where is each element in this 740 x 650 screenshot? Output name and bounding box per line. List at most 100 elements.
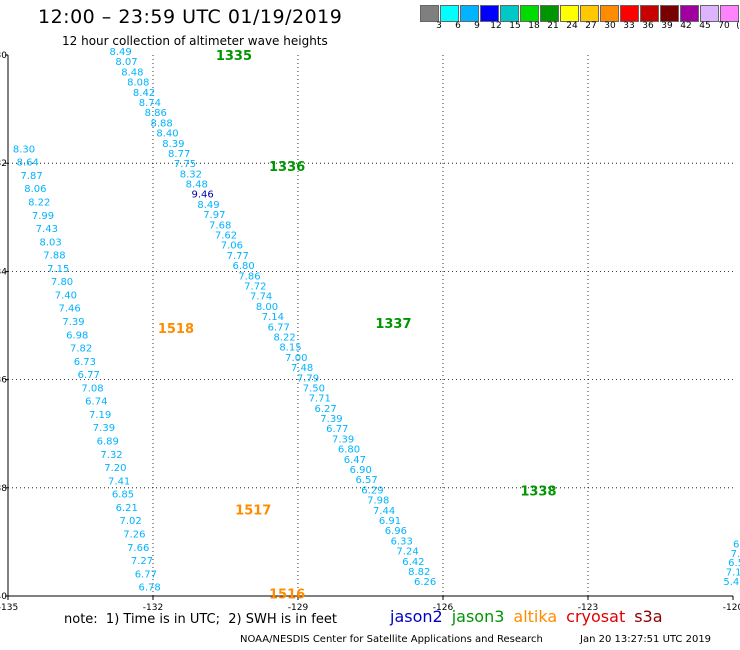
wave-height-value: 7.77 [227, 251, 249, 262]
wave-height-value: 6.89 [97, 437, 119, 448]
pass-time-label: 1516 [269, 587, 305, 602]
wave-height-value: 8.07 [115, 57, 137, 68]
generated-timestamp: Jan 20 13:27:51 UTC 2019 [580, 634, 712, 645]
color-scale-bar [420, 5, 740, 22]
color-scale-label: 6 [455, 21, 461, 31]
wave-height-value: 7.82 [70, 344, 92, 355]
color-scale-label: 39 [661, 21, 673, 31]
wave-height-value: 7.99 [32, 211, 54, 222]
map-subtitle: 12 hour collection of altimeter wave hei… [62, 34, 328, 48]
wave-height-value: 8.88 [150, 118, 172, 129]
color-swatch [520, 5, 539, 22]
wave-height-value: 6.91 [379, 516, 401, 527]
wave-height-value: 6.98 [66, 330, 88, 341]
wave-height-value: 7.24 [396, 547, 418, 558]
wave-height-value: 7.98 [367, 496, 389, 507]
wave-height-value: 7.88 [43, 251, 65, 262]
wave-height-value: 8.48 [121, 67, 143, 78]
wave-height-value: 6.85 [112, 490, 134, 501]
wave-height-value: 6 [733, 539, 739, 550]
color-swatch [480, 5, 499, 22]
legend-item-jason3: jason3 [451, 607, 505, 626]
wave-height-value: 6.47 [344, 455, 366, 466]
wave-height-value: 7.02 [119, 516, 141, 527]
units-note: note: 1) Time is in UTC; 2) SWH is in fe… [64, 612, 337, 627]
color-swatch [440, 5, 459, 22]
wave-height-value: 7.71 [309, 394, 331, 405]
pass-time-label: 1338 [520, 485, 556, 500]
color-swatch [720, 5, 739, 22]
wave-height-value: 7.19 [89, 410, 111, 421]
color-scale-label: 9 [474, 21, 480, 31]
legend-item-cryosat: cryosat [566, 607, 626, 626]
color-swatch [620, 5, 639, 22]
wave-height-value: 7.97 [203, 210, 225, 221]
satellite-legend: jason2 jason3 altika cryosat s3a [390, 607, 672, 626]
wave-height-value: 7.39 [320, 414, 342, 425]
map-title: 12:00 – 23:59 UTC 01/19/2019 [38, 6, 343, 28]
wave-height-value: 8.74 [139, 98, 161, 109]
color-scale-label: 27 [585, 21, 597, 31]
wave-height-value: 6.80 [338, 445, 360, 456]
wave-height-value: 6.73 [74, 357, 96, 368]
pass-time-label: 1518 [158, 322, 194, 337]
color-swatch [540, 5, 559, 22]
wave-height-value: 6.77 [78, 370, 100, 381]
pass-time-label: 1335 [216, 49, 252, 64]
longitude-tick-label: -120 [723, 603, 740, 613]
wave-height-value: 8.49 [197, 200, 219, 211]
wave-height-value: 7.27 [131, 556, 153, 567]
color-scale-label: 42 [680, 21, 692, 31]
color-scale-label: 24 [566, 21, 578, 31]
credit-text: NOAA/NESDIS Center for Satellite Applica… [240, 634, 543, 645]
wave-height-value: 7.75 [174, 159, 196, 170]
wave-height-value: 8.39 [162, 139, 184, 150]
wave-height-value: 7.08 [81, 383, 103, 394]
legend-item-altika: altika [513, 607, 558, 626]
wave-height-value: 7.39 [93, 423, 115, 434]
wave-height-value: 8.06 [24, 184, 46, 195]
color-swatch [700, 5, 719, 22]
wave-height-value: 7.26 [123, 529, 145, 540]
wave-height-value: 6.77 [135, 569, 157, 580]
color-scale-label: 70 [718, 21, 730, 31]
wave-height-value: 8.48 [186, 180, 208, 191]
wave-height-value: 7.43 [36, 224, 58, 235]
wave-height-value: 7.44 [373, 506, 395, 517]
latitude-tick-label: -36 [0, 376, 7, 386]
color-scale-label: 3 [436, 21, 442, 31]
wave-height-value: 6.27 [314, 404, 336, 415]
wave-height-value: 6.21 [116, 503, 138, 514]
wave-height-value: 6.80 [232, 261, 254, 272]
wave-height-value: 8.42 [133, 88, 155, 99]
wave-height-value: 8.32 [180, 169, 202, 180]
color-scale-label: 12 [490, 21, 502, 31]
wave-height-value: 8.77 [168, 149, 190, 160]
pass-time-labels: 1335 1336 1337 1338 1518 1517 1516 [158, 49, 557, 602]
color-scale-label: 36 [642, 21, 654, 31]
color-swatch [680, 5, 699, 22]
wave-height-value: 7.46 [59, 304, 81, 315]
color-swatch [560, 5, 579, 22]
color-swatch [460, 5, 479, 22]
map-axis-ticks: -135 -132 -129 -126 -123 -120 -30 -32 -34 -36 -38 -… [0, 51, 740, 613]
wave-height-value: 9.46 [191, 190, 213, 201]
wave-height-value: 7.20 [104, 463, 126, 474]
wave-height-value: 8.03 [39, 237, 61, 248]
wave-height-value: 8.15 [279, 343, 301, 354]
wave-height-value: 8.22 [273, 332, 295, 343]
wave-height-value: 7. [731, 549, 740, 560]
wave-height-value: 8.40 [156, 129, 178, 140]
wave-height-value: 6.42 [402, 557, 424, 568]
map-grid [7, 55, 733, 597]
wave-height-value: 7.39 [62, 317, 84, 328]
wave-height-value: 8.30 [13, 144, 35, 155]
wave-height-value: 7.74 [250, 292, 272, 303]
wave-height-value: 7.86 [238, 271, 260, 282]
color-swatch [580, 5, 599, 22]
wave-height-value: 6.57 [355, 475, 377, 486]
wave-height-value: 6.90 [350, 465, 372, 476]
wave-height-value: 6.33 [391, 536, 413, 547]
wave-height-value: 7.48 [291, 363, 313, 374]
